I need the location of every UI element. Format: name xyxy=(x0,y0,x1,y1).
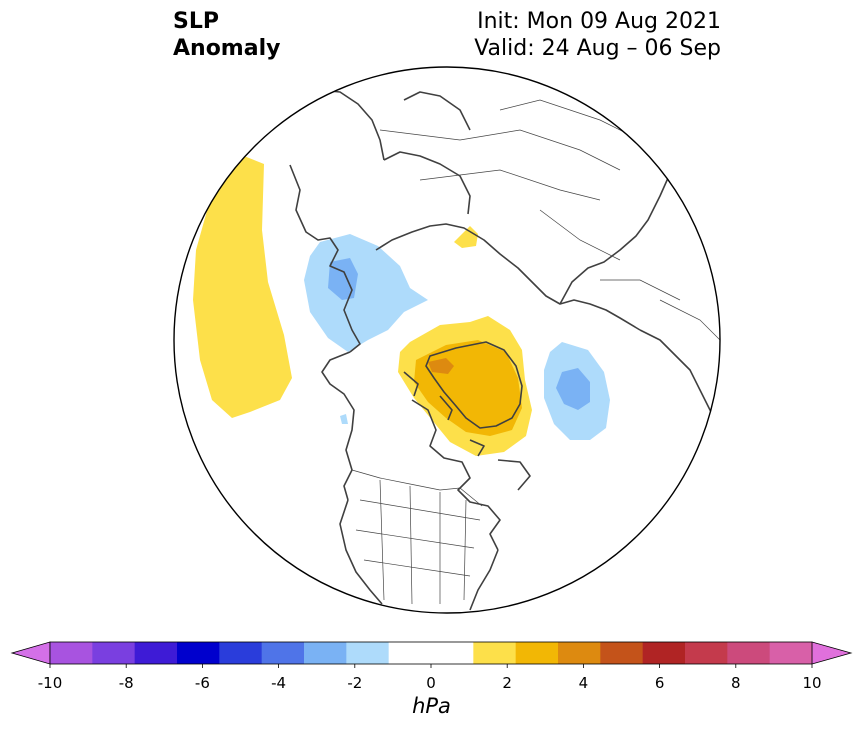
colorbar-tick-label: 6 xyxy=(655,674,665,690)
greenland-high-core xyxy=(428,358,454,374)
colorbar-cells xyxy=(10,641,853,665)
colorbar-tick-label: -4 xyxy=(271,674,286,690)
us-west-coast xyxy=(339,499,383,605)
siberia-high xyxy=(454,226,478,248)
hudson-bay xyxy=(411,399,501,551)
alaska-coast xyxy=(289,164,361,353)
colorbar-cell xyxy=(431,642,474,664)
us-state-lines xyxy=(355,479,481,605)
europe-coast xyxy=(639,329,720,431)
colorbar-cell xyxy=(600,642,644,664)
eurasia-borders xyxy=(379,99,720,341)
colorbar-cell xyxy=(685,642,728,664)
colorbar-tick-label: 8 xyxy=(731,674,741,690)
colorbar-cell xyxy=(769,642,813,664)
colorbar-cell xyxy=(473,642,517,664)
colorbar-cell xyxy=(727,642,771,664)
colorbar-cell xyxy=(219,642,263,664)
eurasia-north-coast xyxy=(375,223,641,331)
init-date: Init: Mon 09 Aug 2021 xyxy=(477,9,721,34)
colorbar-over-arrow xyxy=(811,641,853,665)
scandinavia-coast xyxy=(559,177,669,305)
colorbar-tick-label: 0 xyxy=(426,674,436,690)
colorbar-unit: hPa xyxy=(412,694,451,718)
colorbar-ticks: -10 -8 -6 -4 -2 0 2 4 6 8 10 xyxy=(38,664,822,690)
colorbar-tick-label: 10 xyxy=(802,674,821,690)
colorbar-cell xyxy=(177,642,220,664)
us-east-coast xyxy=(469,549,499,611)
colorbar-cell xyxy=(134,642,178,664)
canada-west-coast xyxy=(321,351,355,501)
valid-range: Valid: 24 Aug – 06 Sep xyxy=(474,36,721,61)
colorbar-cell xyxy=(304,642,347,664)
colorbar-tick-label: 2 xyxy=(502,674,512,690)
colorbar-tick-label: -10 xyxy=(38,674,63,690)
north-atlantic-low-core xyxy=(556,368,590,410)
siberia-coast xyxy=(383,91,471,215)
map-boundary xyxy=(173,66,721,614)
colorbar-cell xyxy=(388,642,432,664)
colorbar-tick-label: -6 xyxy=(195,674,210,690)
polar-map xyxy=(173,66,721,614)
colorbar-cell xyxy=(261,642,305,664)
run-info: Init: Mon 09 Aug 2021 Valid: 24 Aug – 06… xyxy=(474,8,721,62)
canada-us-border xyxy=(351,469,483,507)
colorbar-cell xyxy=(642,642,686,664)
colorbar-tick-label: -8 xyxy=(119,674,134,690)
title-line1: SLP xyxy=(173,9,219,34)
greenland-coast xyxy=(425,341,523,429)
north-pacific-high xyxy=(193,156,292,418)
colorbar-under-arrow xyxy=(10,641,51,665)
title-line2: Anomaly xyxy=(173,36,281,61)
colorbar-cell xyxy=(558,642,601,664)
colorbar-cell xyxy=(346,642,390,664)
map-title: SLP Anomaly xyxy=(173,8,280,62)
colorbar-tick-label: -2 xyxy=(347,674,362,690)
colorbar: -10 -8 -6 -4 -2 0 2 4 6 8 10 xyxy=(10,641,853,690)
small-low-patch xyxy=(340,414,348,424)
colorbar-tick-label: 4 xyxy=(579,674,589,690)
colorbar-cell xyxy=(50,642,93,664)
canadian-archipelago xyxy=(403,371,531,491)
colorbar-cell xyxy=(92,642,136,664)
colorbar-cell xyxy=(515,642,559,664)
